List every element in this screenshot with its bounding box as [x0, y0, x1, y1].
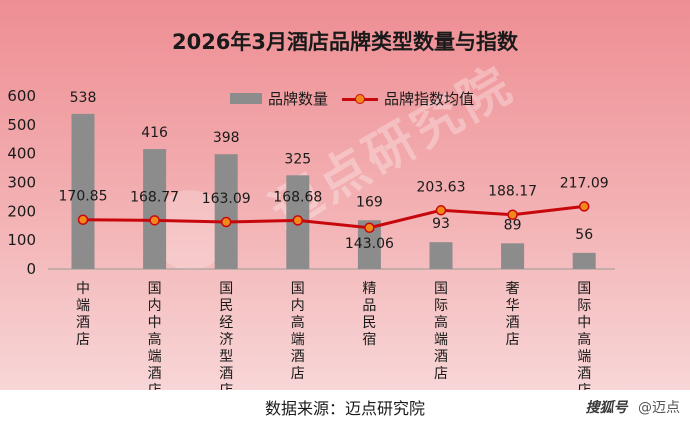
- index-marker: [220, 216, 232, 228]
- index-marker: [435, 205, 447, 216]
- source-note: 数据来源：迈点研究院: [264, 399, 425, 418]
- x-category-label: 国际高端酒店: [434, 281, 448, 382]
- bar-value-label: 89: [504, 217, 522, 233]
- index-marker: [77, 214, 89, 225]
- legend-bar-swatch: [230, 93, 262, 104]
- y-tick-label: 0: [26, 260, 36, 278]
- bar: [501, 243, 525, 269]
- index-value-label: 203.63: [417, 179, 466, 195]
- bar: [143, 149, 167, 269]
- index-value-label: 163.09: [202, 191, 251, 207]
- legend-bar-label: 品牌数量: [268, 90, 329, 108]
- index-marker: [149, 215, 160, 226]
- bar-value-label: 169: [356, 194, 383, 210]
- bar-value-label: 538: [70, 90, 97, 106]
- brand-name: @迈点: [638, 400, 680, 416]
- index-value-label: 188.17: [488, 184, 537, 200]
- legend-item-line: 品牌指数均值: [342, 88, 474, 109]
- bar: [429, 242, 453, 269]
- index-value-label: 170.85: [59, 189, 108, 205]
- bar-value-label: 56: [575, 227, 593, 243]
- chart-card: 迈点研究院 2026年3月酒店品牌类型数量与指数 品牌数量 品牌指数均值 0 10…: [0, 0, 690, 390]
- legend-line-swatch: [342, 93, 379, 105]
- index-marker: [292, 215, 304, 226]
- chart-plot: 0 100 200 300 400 500 600 538 416 398 325 169 93 89 56…: [7, 87, 615, 390]
- index-value-label: 143.06: [345, 236, 394, 252]
- index-value-label: 168.77: [130, 189, 179, 205]
- chart-title: 2026年3月酒店品牌类型数量与指数: [171, 30, 519, 54]
- y-tick-label: 600: [7, 87, 36, 105]
- x-category-label: 国内高端酒店: [291, 281, 305, 382]
- index-marker: [507, 209, 518, 220]
- index-value-label: 168.68: [273, 189, 322, 205]
- brand-prefix: 搜狐号: [585, 400, 628, 416]
- bar: [71, 113, 95, 269]
- x-category-label: 奢华酒店: [506, 281, 520, 348]
- bar-value-label: 93: [432, 216, 450, 232]
- index-marker: [578, 201, 590, 212]
- bar-value-label: 416: [141, 125, 168, 141]
- bar: [357, 220, 381, 269]
- index-value-label: 217.09: [560, 175, 609, 191]
- x-category-label: 中端酒店: [76, 281, 90, 348]
- x-category-label: 国内中高端酒店: [148, 281, 162, 390]
- x-category-label: 国民经济型酒店: [219, 281, 233, 390]
- y-tick-label: 200: [7, 202, 36, 220]
- index-line: [82, 204, 585, 230]
- y-tick-label: 400: [7, 145, 36, 163]
- x-category-label: 国际中高端酒店: [577, 281, 591, 390]
- legend: 品牌数量 品牌指数均值: [230, 88, 474, 109]
- legend-item-bar: 品牌数量: [230, 88, 328, 109]
- index-marker: [364, 222, 375, 234]
- bar-value-label: 325: [284, 151, 311, 167]
- legend-line-label: 品牌指数均值: [384, 90, 475, 108]
- x-category-label: 精品民宿: [362, 281, 376, 348]
- bar: [572, 252, 596, 269]
- y-tick-label: 500: [7, 116, 36, 134]
- y-tick-label: 100: [7, 231, 36, 249]
- brand-mark: 搜狐号 @迈点: [586, 397, 680, 417]
- bar: [214, 154, 238, 269]
- bar-value-label: 398: [213, 130, 240, 146]
- y-tick-label: 300: [7, 174, 36, 192]
